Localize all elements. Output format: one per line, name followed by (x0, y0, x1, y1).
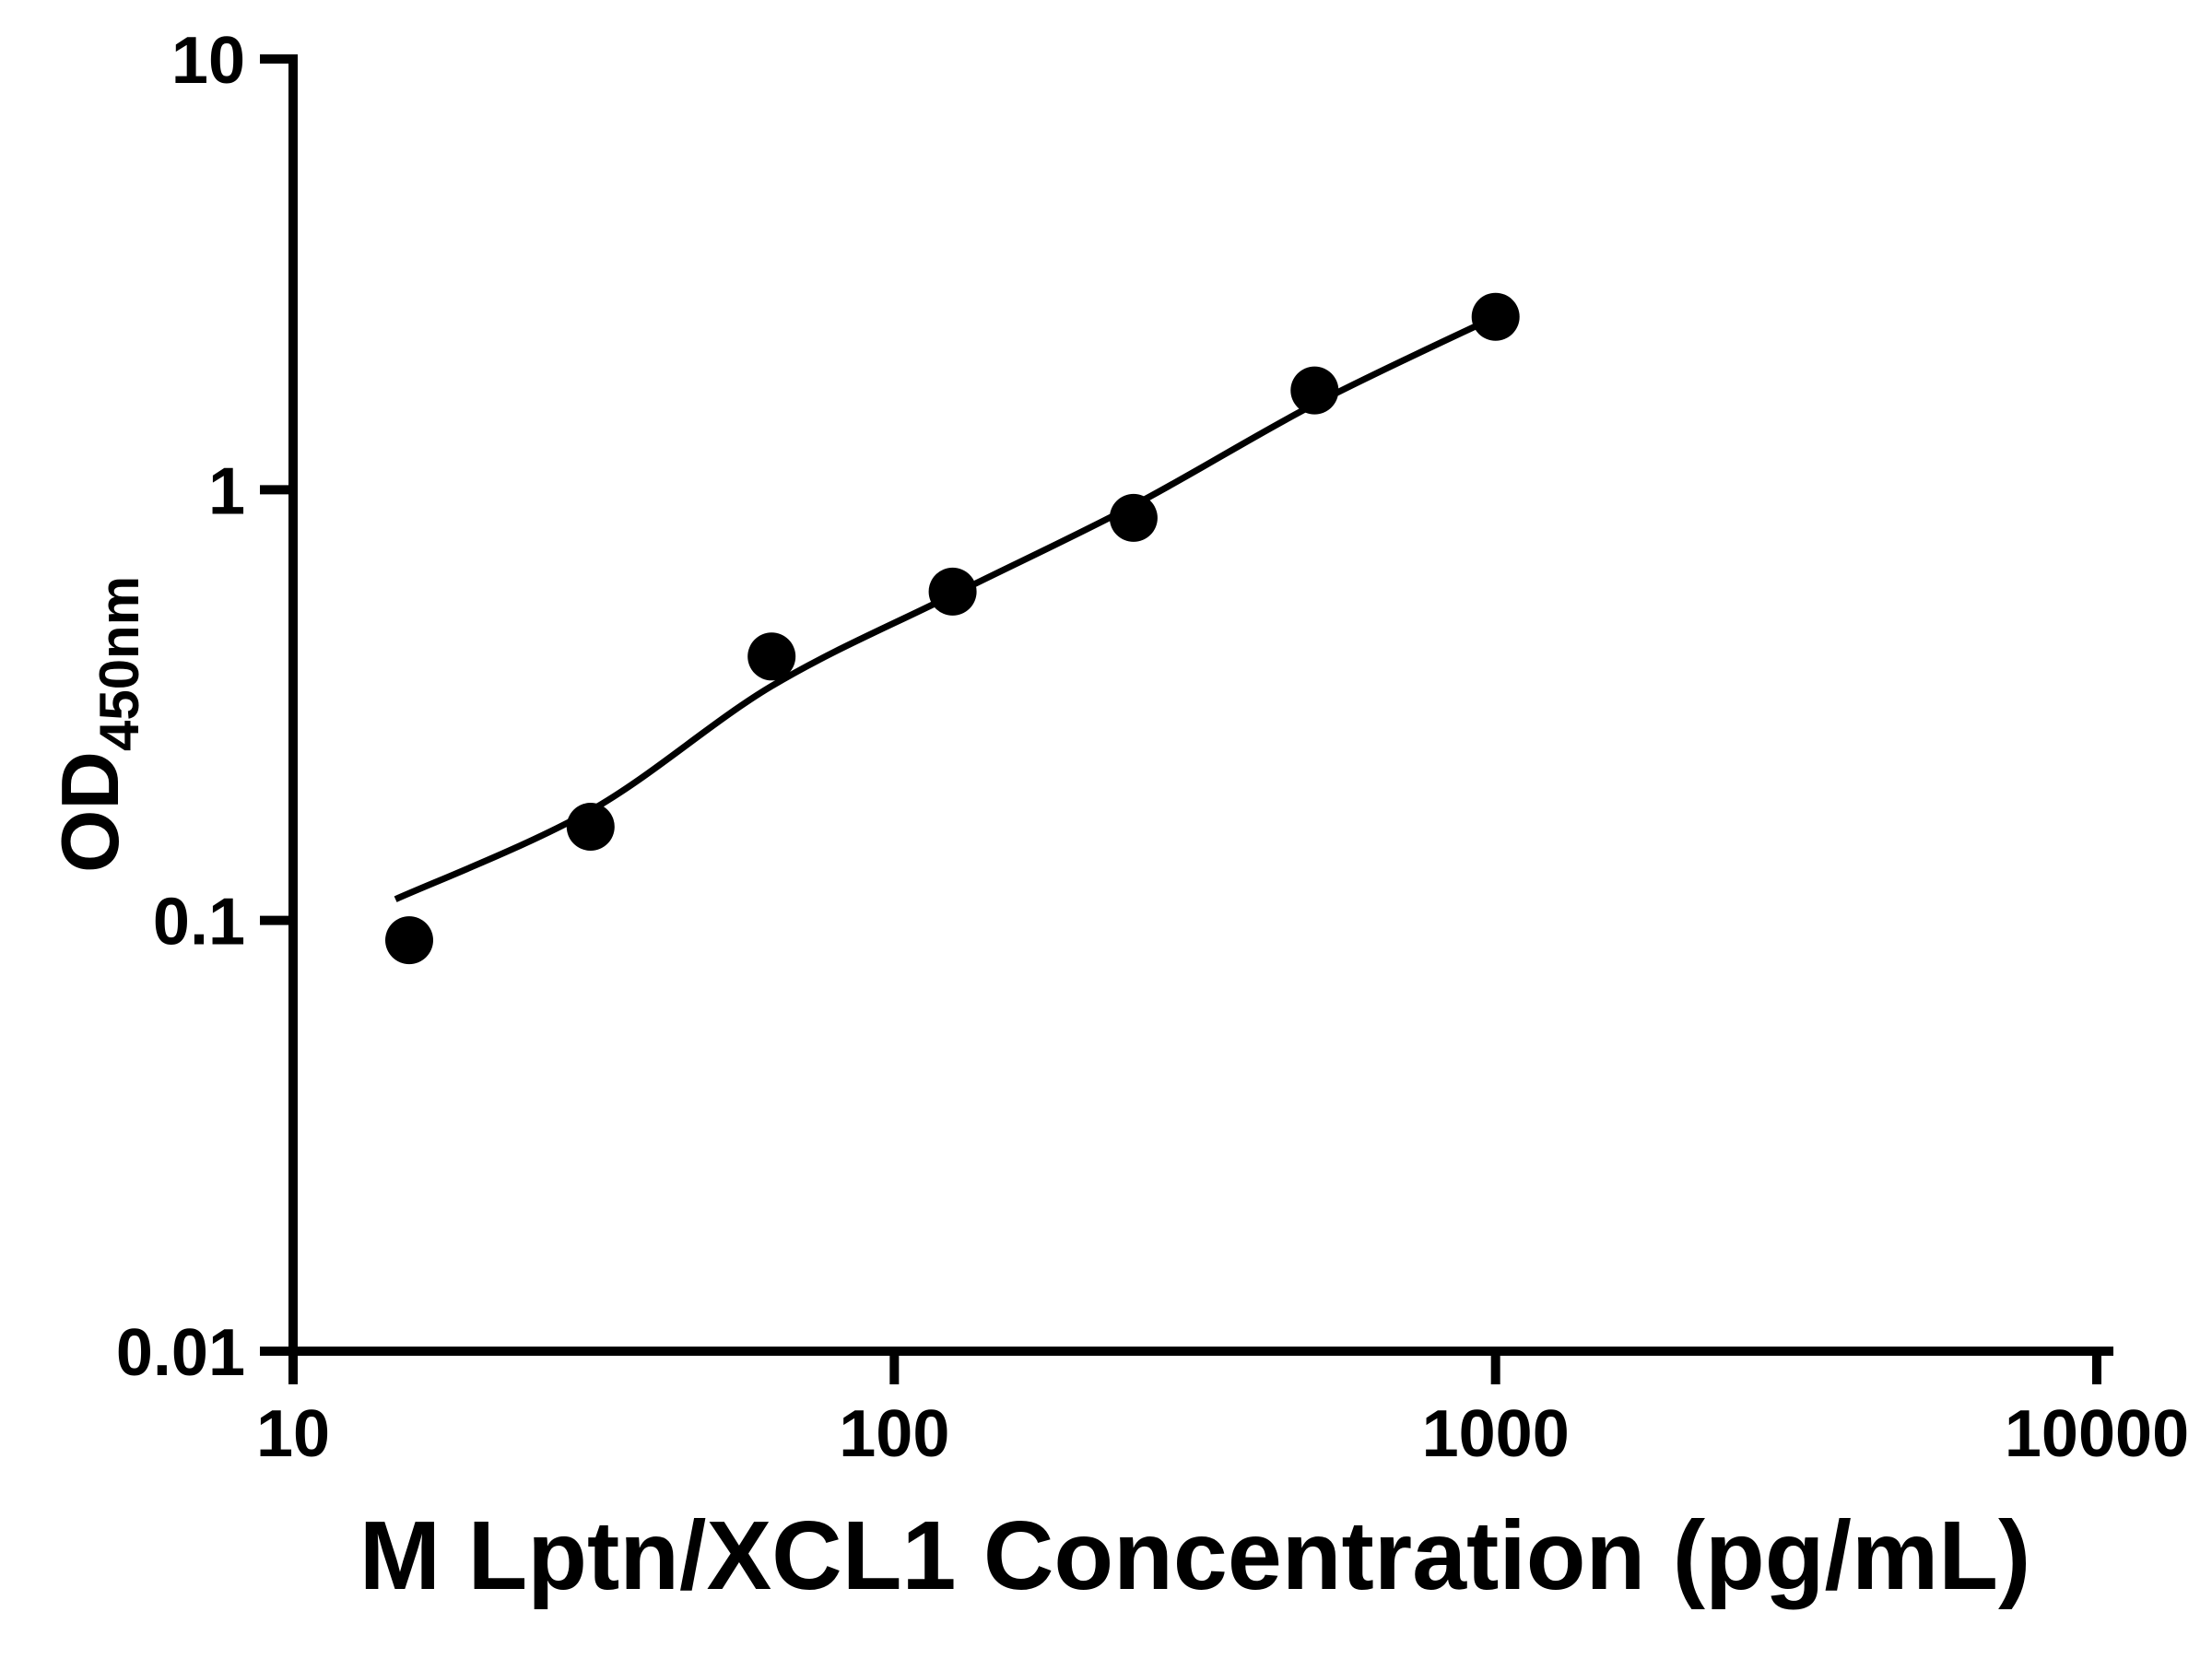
x-axis-title: M Lptn/XCL1 Concentration (pg/mL) (359, 1501, 2031, 1610)
y-axis-title-sub: 450nm (88, 576, 150, 751)
data-point (747, 632, 796, 681)
x-tick-label: 10 (256, 1397, 330, 1471)
data-point (1290, 366, 1339, 415)
data-point (928, 567, 977, 616)
y-tick-label: 10 (171, 24, 245, 98)
y-axis-title-main: OD (44, 751, 135, 873)
y-tick-label: 0.1 (153, 886, 245, 959)
x-tick-label: 1000 (1422, 1397, 1570, 1471)
data-point (1109, 493, 1158, 542)
data-point (385, 916, 433, 965)
y-axis-title: OD450nm (44, 576, 150, 873)
data-point (566, 803, 615, 851)
x-tick-label: 100 (839, 1397, 949, 1471)
y-tick-label: 0.01 (116, 1316, 245, 1390)
y-tick-label: 1 (208, 454, 245, 528)
data-point (1471, 292, 1520, 341)
x-tick-label: 10000 (2005, 1397, 2189, 1471)
